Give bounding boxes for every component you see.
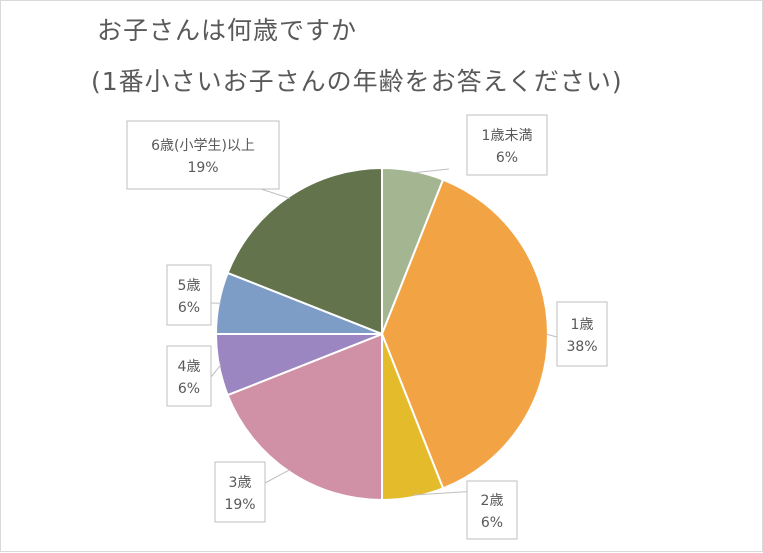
data-label-box-1 <box>467 115 547 175</box>
data-label-category-4: 3歳 <box>229 475 252 491</box>
data-label-category-3: 2歳 <box>481 493 504 509</box>
data-label-category-6: 5歳 <box>178 278 201 294</box>
data-label-box-7 <box>127 121 279 189</box>
data-label-box-4 <box>215 462 265 522</box>
data-label-value-6: 6% <box>178 300 200 316</box>
pie-slices <box>216 168 548 500</box>
leader-line-4 <box>265 470 290 483</box>
data-label-box-5 <box>167 346 211 406</box>
data-label-category-2: 1歳 <box>571 317 594 333</box>
data-label-value-7: 19% <box>187 160 218 176</box>
data-label-value-3: 6% <box>481 515 503 531</box>
data-label-box-6 <box>167 265 211 325</box>
data-label-value-1: 6% <box>496 150 518 166</box>
data-label-value-2: 38% <box>566 339 597 355</box>
data-label-value-4: 19% <box>224 497 255 513</box>
data-label-category-7: 6歳(小学生)以上 <box>151 138 255 154</box>
data-label-category-5: 4歳 <box>178 359 201 375</box>
data-label-box-2 <box>557 302 607 366</box>
data-label-value-5: 6% <box>178 381 200 397</box>
leader-line-7 <box>261 189 290 198</box>
data-label-category-1: 1歳未満 <box>482 128 533 144</box>
